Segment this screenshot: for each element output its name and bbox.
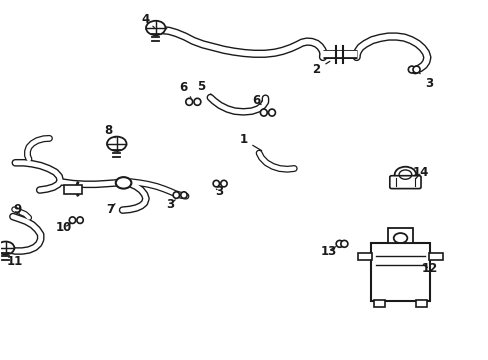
Bar <box>387 228 412 243</box>
Ellipse shape <box>407 66 414 73</box>
Text: 8: 8 <box>103 124 115 138</box>
Text: 6: 6 <box>179 81 190 98</box>
Text: 11: 11 <box>6 252 22 268</box>
Ellipse shape <box>340 240 347 247</box>
Circle shape <box>0 242 14 255</box>
Text: 9: 9 <box>14 203 22 216</box>
Ellipse shape <box>69 217 76 224</box>
Ellipse shape <box>335 240 343 247</box>
Circle shape <box>107 136 126 151</box>
Ellipse shape <box>412 66 419 73</box>
Bar <box>373 300 384 307</box>
Text: 4: 4 <box>142 13 154 28</box>
Text: 13: 13 <box>320 244 336 257</box>
Text: 3: 3 <box>418 72 432 90</box>
Text: 5: 5 <box>197 80 211 95</box>
Text: 6: 6 <box>252 94 261 107</box>
Text: 3: 3 <box>166 198 175 211</box>
Ellipse shape <box>260 109 266 116</box>
Bar <box>428 253 443 260</box>
Bar <box>64 185 81 194</box>
FancyBboxPatch shape <box>389 176 420 189</box>
Ellipse shape <box>220 180 226 187</box>
Bar <box>415 300 427 307</box>
Circle shape <box>146 21 165 35</box>
Ellipse shape <box>268 109 275 116</box>
Text: 14: 14 <box>412 166 428 179</box>
Ellipse shape <box>185 98 192 105</box>
Ellipse shape <box>194 98 201 105</box>
Circle shape <box>394 167 415 183</box>
FancyBboxPatch shape <box>370 243 429 301</box>
Text: 10: 10 <box>56 221 72 234</box>
Bar <box>357 253 371 260</box>
Ellipse shape <box>213 180 219 187</box>
Text: 2: 2 <box>312 61 329 76</box>
Text: 12: 12 <box>421 262 437 275</box>
Circle shape <box>116 177 131 189</box>
Ellipse shape <box>173 192 179 198</box>
Ellipse shape <box>181 192 187 198</box>
Text: 7: 7 <box>106 203 115 216</box>
Ellipse shape <box>77 217 83 224</box>
Text: 1: 1 <box>239 133 261 150</box>
Text: 3: 3 <box>215 185 223 198</box>
